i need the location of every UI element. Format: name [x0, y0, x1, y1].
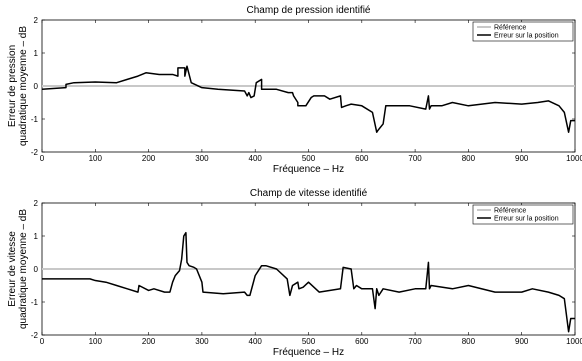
x-tick-label: 0: [40, 154, 45, 163]
x-tick-label: 500: [302, 154, 316, 163]
legend-label-error: Erreur sur la position: [494, 33, 559, 40]
x-tick-label: 1000: [566, 337, 582, 346]
x-tick-label: 1000: [566, 154, 582, 163]
ticks-group: 0 100 200 300 400 500 600 700 800 900 1000 -2 -1 0 1 2: [31, 199, 582, 346]
chart-title: Champ de pression identifié: [247, 5, 371, 16]
legend: Référence Erreur sur la position: [472, 21, 574, 42]
y-tick-label: -1: [31, 115, 39, 124]
y-tick-label: 0: [34, 265, 39, 274]
legend-label-reference: Référence: [494, 25, 526, 32]
x-axis-label: Fréquence – Hz: [273, 347, 344, 358]
x-tick-label: 500: [302, 337, 316, 346]
x-tick-label: 900: [515, 337, 529, 346]
x-tick-label: 200: [142, 337, 156, 346]
y-tick-label: -1: [31, 298, 39, 307]
x-tick-label: 600: [355, 154, 369, 163]
x-tick-label: 0: [40, 337, 45, 346]
y-tick-label: 1: [34, 232, 39, 241]
series-group: [41, 65, 575, 133]
y-tick-label: 0: [34, 82, 39, 91]
legend-box: [472, 204, 574, 225]
chart-title: Champ de vitesse identifié: [250, 188, 368, 199]
series-line-error: [41, 65, 575, 133]
legend-box: [472, 21, 574, 42]
y-tick-label: 1: [34, 49, 39, 58]
y-axis-label-line1: Erreur de vitesse: [7, 231, 18, 307]
x-tick-label: 300: [195, 337, 209, 346]
x-tick-label: 700: [408, 337, 422, 346]
legend-label-reference: Référence: [494, 208, 526, 215]
x-tick-label: 200: [142, 154, 156, 163]
x-tick-label: 100: [89, 154, 103, 163]
x-axis-label: Fréquence – Hz: [273, 164, 344, 175]
x-tick-label: 900: [515, 154, 529, 163]
y-axis-label-line2: quadratique moyenne – dB: [18, 209, 29, 329]
x-tick-label: 400: [249, 154, 263, 163]
velocity-chart: Champ de vitesse identifié 0 100 200 300 400…: [7, 188, 582, 358]
y-tick-label: 2: [34, 16, 39, 25]
y-tick-label: 2: [34, 199, 39, 208]
x-tick-label: 300: [195, 154, 209, 163]
series-line-error: [42, 231, 575, 333]
ticks-group: 0 100 200 300 400 500 600 700 800 900 1000 -2 -1 0 1 2: [31, 16, 582, 163]
y-axis-label-line1: Erreur de pression: [7, 45, 18, 127]
x-tick-label: 100: [89, 337, 103, 346]
y-axis-label-line2: quadratique moyenne – dB: [18, 26, 29, 146]
legend: Référence Erreur sur la position: [472, 204, 574, 225]
x-tick-label: 800: [462, 154, 476, 163]
legend-label-error: Erreur sur la position: [494, 216, 559, 223]
series-group: [42, 231, 575, 333]
y-tick-label: -2: [31, 331, 39, 340]
x-tick-label: 400: [249, 337, 263, 346]
x-tick-label: 600: [355, 337, 369, 346]
pressure-chart: Champ de pression identifié 0 100 200 300 40…: [7, 5, 582, 175]
x-tick-label: 700: [408, 154, 422, 163]
y-tick-label: -2: [31, 148, 39, 157]
x-tick-label: 800: [462, 337, 476, 346]
